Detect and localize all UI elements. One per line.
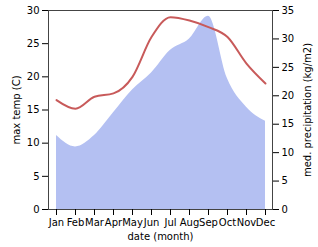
svg-text:5: 5 [33,171,39,182]
svg-text:15: 15 [27,104,40,115]
svg-text:10: 10 [27,137,40,148]
svg-text:25: 25 [27,38,40,49]
svg-text:30: 30 [27,5,40,16]
svg-text:med. precipitation (kg/m2): med. precipitation (kg/m2) [302,43,313,177]
svg-text:35: 35 [282,5,295,16]
svg-text:Feb: Feb [67,217,85,228]
svg-text:Nov: Nov [237,217,257,228]
svg-text:0: 0 [33,204,39,215]
svg-text:15: 15 [282,118,295,129]
svg-text:date (month): date (month) [128,231,194,242]
svg-text:10: 10 [282,147,295,158]
svg-text:Jun: Jun [143,217,160,228]
svg-text:Sep: Sep [199,217,218,228]
svg-text:Mar: Mar [85,217,105,228]
svg-text:Aug: Aug [180,217,200,228]
svg-text:25: 25 [282,62,295,73]
svg-text:Jan: Jan [48,217,64,228]
svg-text:Jul: Jul [163,217,176,228]
svg-text:max temp (C): max temp (C) [11,75,22,144]
svg-text:30: 30 [282,33,295,44]
svg-text:Apr: Apr [105,217,123,228]
svg-text:May: May [122,217,143,228]
svg-text:Oct: Oct [219,217,236,228]
svg-text:20: 20 [282,90,295,101]
svg-text:Dec: Dec [256,217,275,228]
svg-text:20: 20 [27,71,40,82]
svg-text:0: 0 [282,204,288,215]
svg-text:5: 5 [282,175,288,186]
